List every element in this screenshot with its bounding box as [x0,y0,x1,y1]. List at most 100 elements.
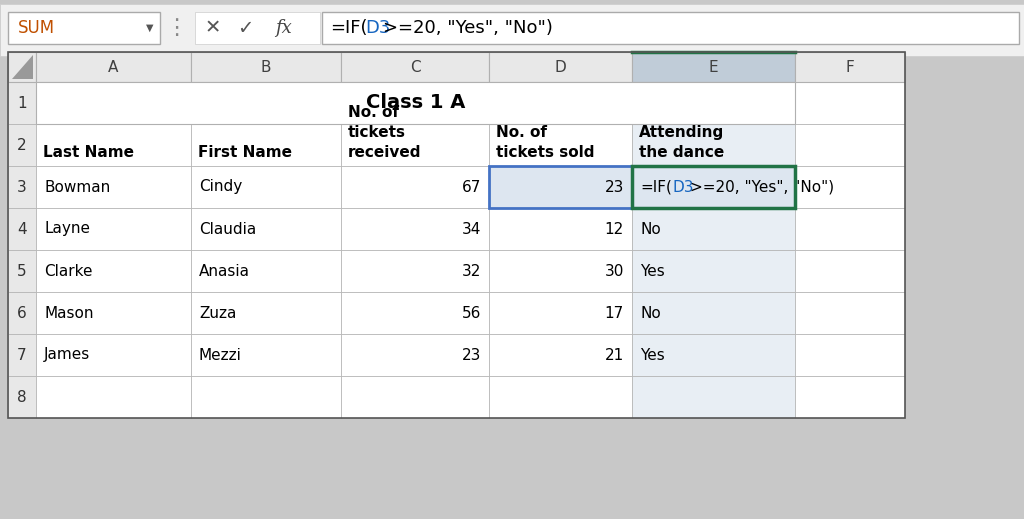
Text: E: E [709,60,718,75]
Text: D: D [555,60,566,75]
Text: Bowman: Bowman [44,180,111,195]
Text: Cindy: Cindy [199,180,243,195]
Text: 1: 1 [17,95,27,111]
Bar [36,82,795,124]
Bar [36,52,191,82]
Text: =IF(: =IF( [640,180,672,195]
Bar [191,376,341,418]
Bar [632,124,795,166]
Bar [795,334,905,376]
Bar [195,12,319,44]
Bar [632,334,795,376]
Text: 4: 4 [17,222,27,237]
Bar [191,292,341,334]
Bar [795,250,905,292]
Bar [632,376,795,418]
Bar [632,166,795,208]
Text: No: No [640,222,660,237]
Text: 3: 3 [17,180,27,195]
Bar [632,208,795,250]
Text: ✓: ✓ [237,19,253,37]
Bar [489,376,632,418]
Bar [8,12,160,44]
Text: 30: 30 [604,264,624,279]
Bar [191,166,341,208]
Bar [489,334,632,376]
Text: No. of
tickets sold: No. of tickets sold [496,125,595,160]
Text: B: B [261,60,271,75]
Bar [36,124,191,166]
Text: Claudia: Claudia [199,222,256,237]
Bar [489,208,632,250]
Bar [36,334,191,376]
Bar [8,376,36,418]
Bar [341,124,489,166]
Text: A: A [109,60,119,75]
Text: Clarke: Clarke [44,264,92,279]
Bar [795,376,905,418]
Text: Layne: Layne [44,222,90,237]
Bar [191,52,341,82]
Bar [341,166,489,208]
Text: Yes: Yes [640,264,665,279]
Text: Anasia: Anasia [199,264,250,279]
Text: Mezzi: Mezzi [199,348,242,362]
Bar [795,166,905,208]
Bar [795,208,905,250]
Text: 23: 23 [604,180,624,195]
Bar [0,4,1024,56]
Bar [489,250,632,292]
Bar [489,82,632,124]
Bar [8,250,36,292]
Text: Mason: Mason [44,306,93,321]
Bar [322,12,1019,44]
Bar [632,82,795,124]
Bar [8,124,36,166]
Text: Class 1 A: Class 1 A [366,93,465,113]
Bar [489,166,632,208]
Text: First Name: First Name [198,145,292,160]
Bar [489,52,632,82]
Bar [36,292,191,334]
Bar [632,52,795,82]
Bar [36,208,191,250]
Text: 34: 34 [462,222,481,237]
Bar [8,334,36,376]
Bar [191,82,341,124]
Text: 17: 17 [605,306,624,321]
Bar [795,52,905,82]
Bar [8,166,36,208]
Text: No. of
tickets
received: No. of tickets received [348,105,422,160]
Text: No: No [640,306,660,321]
Text: F: F [846,60,854,75]
Bar [489,166,632,208]
Bar [8,292,36,334]
Text: 2: 2 [17,138,27,153]
Bar [795,82,905,124]
Text: 56: 56 [462,306,481,321]
Text: >=20, "Yes", "No"): >=20, "Yes", "No") [690,180,835,195]
Bar [795,82,905,124]
Text: 21: 21 [605,348,624,362]
Bar [341,334,489,376]
Bar [36,166,191,208]
Text: 6: 6 [17,306,27,321]
Bar [795,124,905,166]
Bar [341,208,489,250]
Bar [8,52,905,418]
Bar [795,292,905,334]
Bar [489,124,632,166]
Text: 32: 32 [462,264,481,279]
Text: 23: 23 [462,348,481,362]
Bar [489,292,632,334]
Bar [36,250,191,292]
Polygon shape [12,55,33,79]
Text: Attending
the dance: Attending the dance [639,125,724,160]
Bar [191,250,341,292]
Text: ✕: ✕ [205,19,221,37]
Text: ⋮: ⋮ [165,18,187,38]
Text: 12: 12 [605,222,624,237]
Text: fx: fx [274,19,292,37]
Bar [341,52,489,82]
Bar [632,292,795,334]
